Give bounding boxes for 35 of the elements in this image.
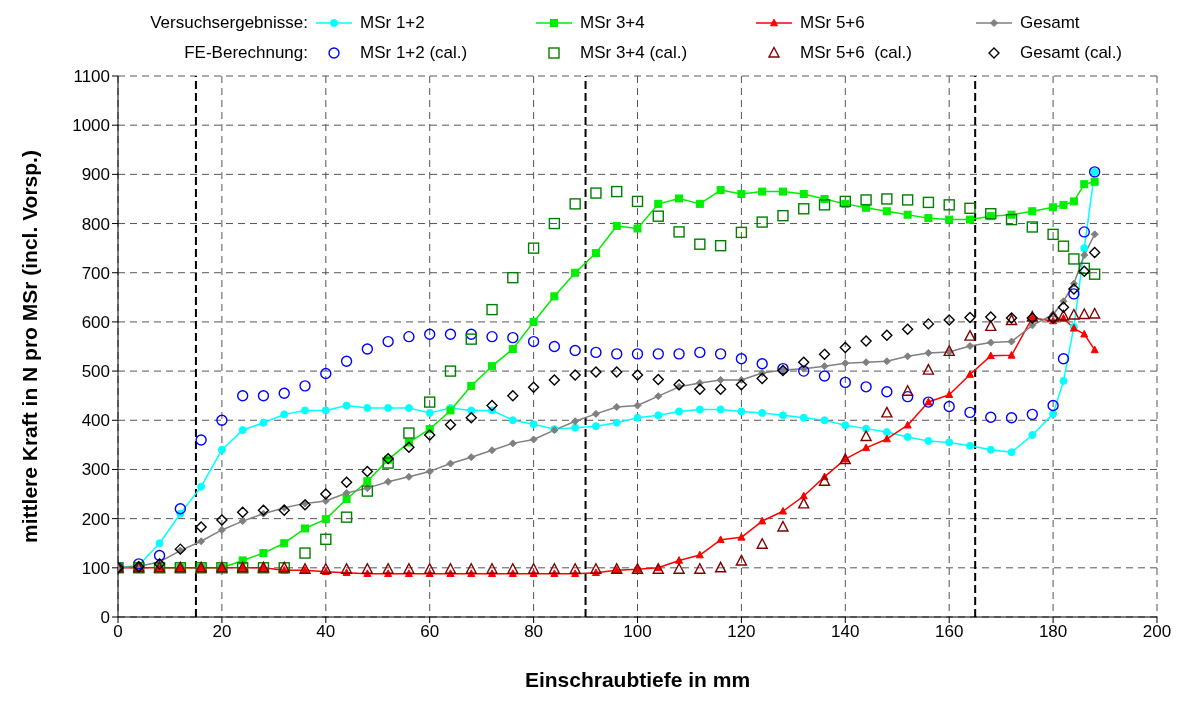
x-tick-label: 160 — [935, 622, 964, 642]
x-tick-label: 120 — [727, 622, 756, 642]
y-tick-label: 100 — [81, 558, 110, 578]
y-tick-label: 500 — [81, 362, 110, 382]
y-tick-label: 1100 — [73, 67, 110, 87]
x-tick-label: 80 — [524, 622, 544, 642]
y-axis-title: mittlere Kraft in N pro MSr (incl. Vorsp.) — [18, 150, 42, 543]
legend-label: MSr 5+6 (cal.) — [800, 43, 912, 63]
text: Versuchsergebnisse: — [149, 13, 309, 33]
y-tick-label: 900 — [81, 165, 110, 185]
y-tick-label: 600 — [81, 312, 110, 332]
y-tick-label: 800 — [81, 214, 110, 234]
y-tick-label: 200 — [81, 509, 110, 529]
x-tick-label: 140 — [831, 622, 860, 642]
text: FE-Berechnung: — [183, 43, 309, 63]
y-tick-label: 0 — [100, 608, 110, 628]
legend-label: MSr 1+2 — [360, 13, 425, 33]
legend-label: MSr 3+4 (cal.) — [580, 43, 688, 63]
x-tick-label: 180 — [1038, 622, 1068, 642]
x-tick-label: 20 — [212, 622, 232, 642]
x-tick-label: 40 — [316, 622, 336, 642]
legend-label: Gesamt — [1020, 13, 1080, 33]
legend-label: MSr 3+4 — [580, 13, 645, 33]
x-axis-title: Einschraubtiefe in mm — [524, 668, 751, 691]
x-tick-label: 60 — [420, 622, 440, 642]
x-tick-label: 100 — [623, 622, 652, 642]
x-tick-label: 200 — [1142, 622, 1172, 642]
legend-label: MSr 1+2 (cal.) — [360, 43, 468, 63]
legend-label: Gesamt (cal.) — [1020, 43, 1123, 63]
x-tick-label: 0 — [113, 622, 123, 642]
y-tick-label: 300 — [81, 460, 110, 480]
y-tick-label: 400 — [81, 411, 110, 431]
legend-label: MSr 5+6 — [800, 13, 865, 33]
y-tick-label: 700 — [81, 263, 110, 283]
y-tick-label: 1000 — [72, 116, 110, 136]
